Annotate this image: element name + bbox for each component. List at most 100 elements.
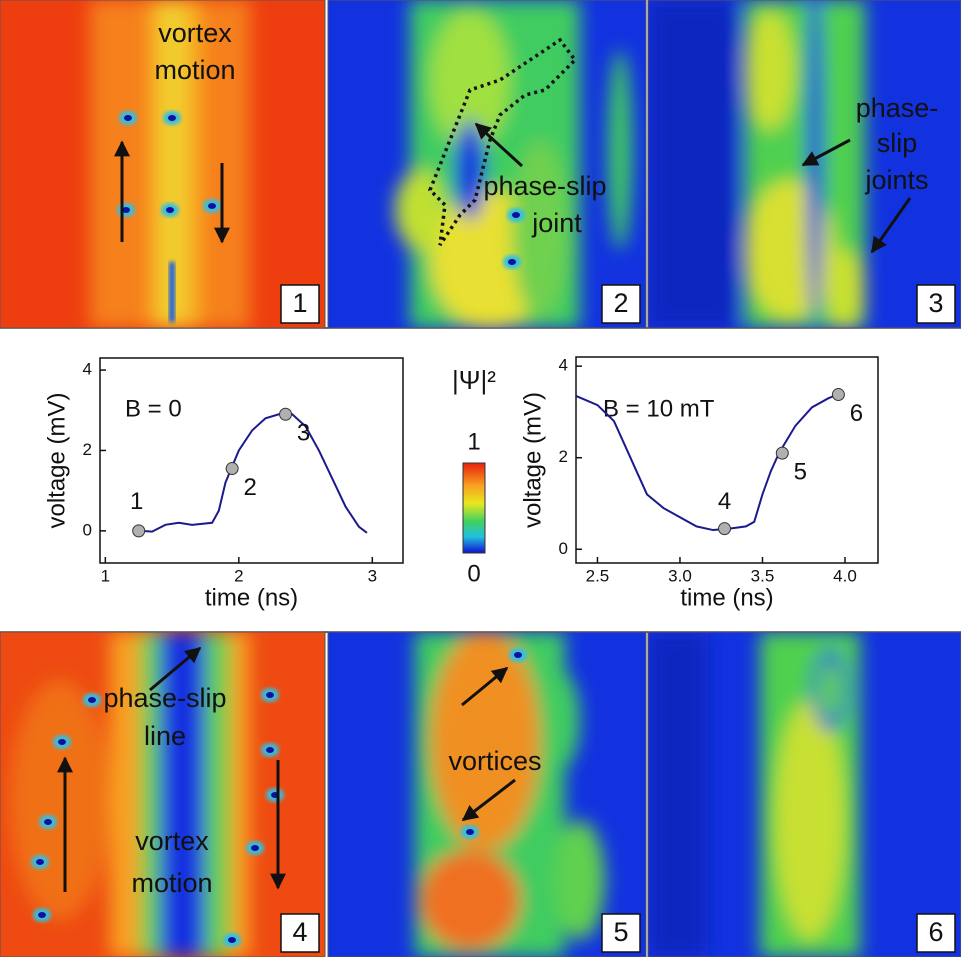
vortex-core — [251, 845, 259, 851]
field-blob — [775, 700, 845, 940]
vortex-core — [266, 692, 274, 698]
panel-number: 1 — [292, 288, 307, 318]
panel-number-box — [280, 284, 320, 324]
field-blob — [540, 670, 580, 770]
panel-border — [327, 0, 647, 329]
simulation-panel: phase-slip line vortex motion 4 — [0, 631, 326, 957]
vortex-core — [514, 652, 522, 658]
arrow — [461, 778, 516, 822]
y-tick-label: 0 — [83, 520, 92, 539]
marker-point — [775, 446, 789, 460]
annotation: joints — [864, 165, 928, 195]
field-shapes — [648, 0, 865, 328]
vortex-core — [44, 819, 52, 825]
field-blob — [555, 820, 605, 940]
marker-point — [225, 462, 239, 476]
marker-label: 1 — [130, 488, 143, 515]
arrow — [801, 138, 851, 167]
marker-point — [831, 388, 845, 402]
marker-label: 6 — [850, 400, 863, 427]
panel-number-box — [601, 913, 641, 953]
vortex-line — [169, 262, 175, 322]
panel-border — [647, 0, 961, 329]
vortex-core — [36, 859, 44, 865]
field — [328, 0, 646, 328]
joint-outline — [427, 37, 578, 246]
panel-number: 6 — [928, 917, 943, 947]
chart-annotation: B = 0 — [125, 395, 182, 422]
arrow — [474, 122, 524, 168]
panel-border — [0, 631, 326, 957]
field — [0, 0, 325, 328]
annotation: motion — [154, 55, 235, 85]
vortex-core — [168, 115, 176, 121]
simulation-panel: vortices 5 — [327, 631, 647, 957]
panel-number-box — [280, 913, 320, 953]
colorbar-min: 0 — [467, 560, 480, 587]
annotation: vortex — [135, 826, 209, 856]
field-blob — [430, 632, 540, 850]
panel-number: 5 — [613, 917, 628, 947]
y-tick-label: 4 — [559, 356, 568, 375]
annotation: vortex — [158, 18, 232, 48]
panel-number: 3 — [928, 288, 943, 318]
plot-frame — [99, 357, 404, 564]
y-axis-label: voltage (mV) — [519, 392, 546, 528]
marker-point — [279, 407, 293, 421]
field — [0, 632, 325, 957]
vortex-core — [58, 739, 66, 745]
y-axis-label: voltage (mV) — [43, 392, 70, 528]
simulation-panel: phase-slip joints 3 — [647, 0, 961, 329]
field-blob — [10, 680, 110, 920]
vortex-core — [228, 937, 236, 943]
field-blob — [395, 170, 445, 250]
annotation: phase-slip — [103, 683, 226, 713]
field-band — [648, 0, 738, 328]
plot-frame — [575, 356, 879, 564]
marker-point — [132, 524, 146, 538]
x-axis-label: time (ns) — [205, 584, 298, 611]
field-blob — [420, 850, 520, 950]
chart-annotation: B = 10 mT — [603, 395, 715, 422]
panel-number-box — [916, 284, 956, 324]
marker-point — [718, 522, 732, 536]
simulation-panel: vortex motion 1 — [0, 0, 326, 329]
panel-number: 4 — [292, 917, 307, 947]
field — [648, 632, 961, 957]
annotation: phase-slip — [483, 171, 606, 201]
panel-number-box — [601, 284, 641, 324]
field-shapes — [648, 632, 860, 957]
colorbar-max: 1 — [467, 428, 480, 455]
field-blob — [818, 660, 842, 720]
marker-label: 3 — [297, 420, 310, 447]
arrow — [149, 646, 202, 692]
y-tick-label: 2 — [559, 447, 568, 466]
x-tick-label: 1 — [101, 566, 110, 585]
vortex-core — [512, 212, 520, 218]
field — [328, 632, 646, 957]
y-tick-label: 4 — [83, 360, 92, 379]
field-blob — [825, 250, 865, 328]
annotation: line — [144, 721, 186, 751]
panel-number-box — [916, 913, 956, 953]
vortex-core — [508, 259, 516, 265]
vortex-core — [266, 747, 274, 753]
panel-number: 2 — [613, 288, 628, 318]
vortex-core — [166, 207, 174, 213]
field-blob — [745, 10, 795, 130]
marker-label: 2 — [243, 474, 256, 501]
x-tick-label: 3.0 — [668, 566, 692, 585]
simulation-panel: phase-slip joint 2 — [327, 0, 647, 329]
field-shapes — [415, 632, 605, 957]
annotation: slip — [877, 128, 918, 158]
x-tick-label: 2 — [234, 566, 243, 585]
marker-label: 4 — [718, 488, 731, 515]
x-tick-label: 3 — [368, 566, 377, 585]
panel-border — [647, 631, 961, 957]
field-blob — [512, 140, 568, 320]
vortex-core — [38, 912, 46, 918]
y-tick-label: 2 — [83, 440, 92, 459]
vortex-core — [208, 203, 216, 209]
field-band — [648, 632, 708, 957]
